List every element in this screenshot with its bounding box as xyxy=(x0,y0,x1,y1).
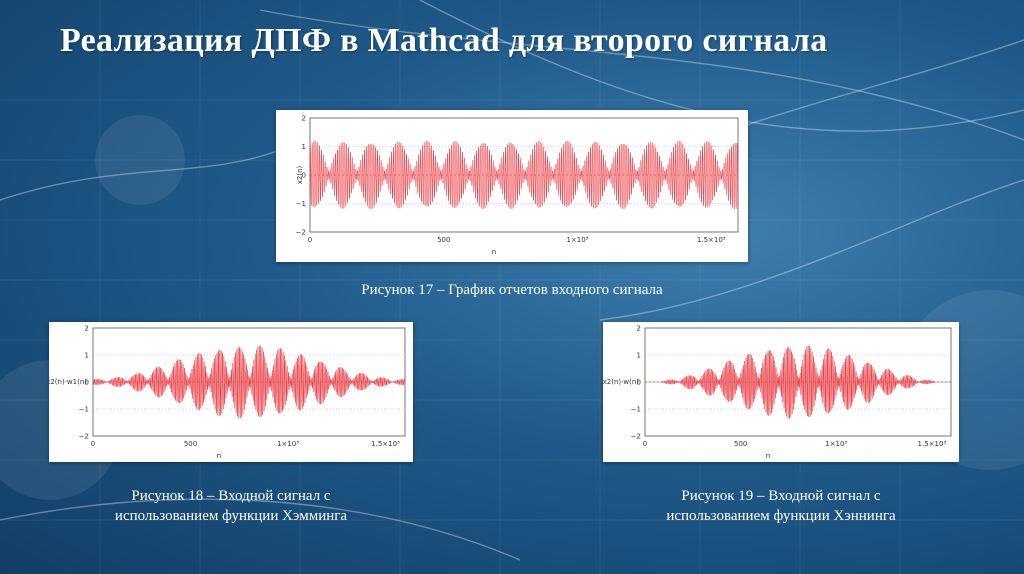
signal-trace xyxy=(645,345,951,419)
caption-fig18-line1: Рисунок 18 – Входной сигнал с xyxy=(131,488,331,504)
y-tick-label: 1 xyxy=(637,352,641,360)
caption-fig19-line2: использованием функции Хэннинга xyxy=(666,508,896,524)
caption-fig19-line1: Рисунок 19 – Входной сигнал с xyxy=(681,488,881,504)
slide-title: Реализация ДПФ в Mathcad для второго сиг… xyxy=(60,22,828,59)
y-tick-label: −2 xyxy=(79,433,89,441)
caption-fig17: Рисунок 17 – График отчетов входного сиг… xyxy=(276,280,748,300)
y-axis-label: x2(n)·w(n) xyxy=(603,378,639,386)
y-tick-label: 1 xyxy=(302,143,306,151)
caption-fig19: Рисунок 19 – Входной сигнал с использова… xyxy=(603,486,959,526)
y-tick-label: 2 xyxy=(302,115,306,123)
y-tick-label: −2 xyxy=(631,433,641,441)
y-tick-label: −1 xyxy=(631,406,641,414)
x-tick-label: 1×10³ xyxy=(277,440,299,448)
x-tick-label: 500 xyxy=(184,440,197,448)
caption-fig18-line2: использованием функции Хэмминга xyxy=(114,508,348,524)
plot-fig18: 2 1 0 −1 −2 0 500 1×10³ 1.5×10³ n x2(n)·w1(n) xyxy=(49,322,413,462)
plot-fig17: 2 1 0 −1 −2 0 500 1×10³ 1.5×10³ n x2(n) xyxy=(276,110,748,262)
signal-trace xyxy=(309,140,739,210)
y-tick-label: −2 xyxy=(296,229,306,237)
x-tick-label: 1.5×10³ xyxy=(918,440,947,448)
x-axis-label: n xyxy=(766,452,770,460)
x-tick-label: 0 xyxy=(643,440,647,448)
x-tick-label: 0 xyxy=(308,236,312,244)
plot-fig19: 2 1 0 −1 −2 0 500 1×10³ 1.5×10³ n x2(n)·w(n) xyxy=(603,322,959,462)
y-tick-label: 0 xyxy=(302,172,306,180)
caption-fig18: Рисунок 18 – Входной сигнал с использова… xyxy=(49,486,413,526)
y-tick-label: −1 xyxy=(296,200,306,208)
x-tick-label: 1.5×10³ xyxy=(697,236,726,244)
x-tick-label: 0 xyxy=(91,440,95,448)
x-tick-label: 500 xyxy=(437,236,450,244)
y-tick-label: 0 xyxy=(637,379,641,387)
y-tick-label: 1 xyxy=(85,352,89,360)
x-axis-label: n xyxy=(492,248,496,256)
signal-trace xyxy=(92,345,406,419)
y-axis-label: x2(n)·w1(n) xyxy=(49,378,87,386)
y-tick-label: −1 xyxy=(79,406,89,414)
y-tick-label: 2 xyxy=(637,325,641,333)
x-tick-label: 1×10³ xyxy=(566,236,588,244)
x-tick-label: 500 xyxy=(734,440,747,448)
y-tick-label: 0 xyxy=(85,379,89,387)
x-tick-label: 1.5×10³ xyxy=(371,440,400,448)
x-axis-label: n xyxy=(217,452,221,460)
x-tick-label: 1×10³ xyxy=(825,440,847,448)
y-axis-label: x2(n) xyxy=(296,165,304,184)
y-tick-label: 2 xyxy=(85,325,89,333)
caption-fig17-line1: Рисунок 17 – График отчетов входного сиг… xyxy=(361,282,663,298)
